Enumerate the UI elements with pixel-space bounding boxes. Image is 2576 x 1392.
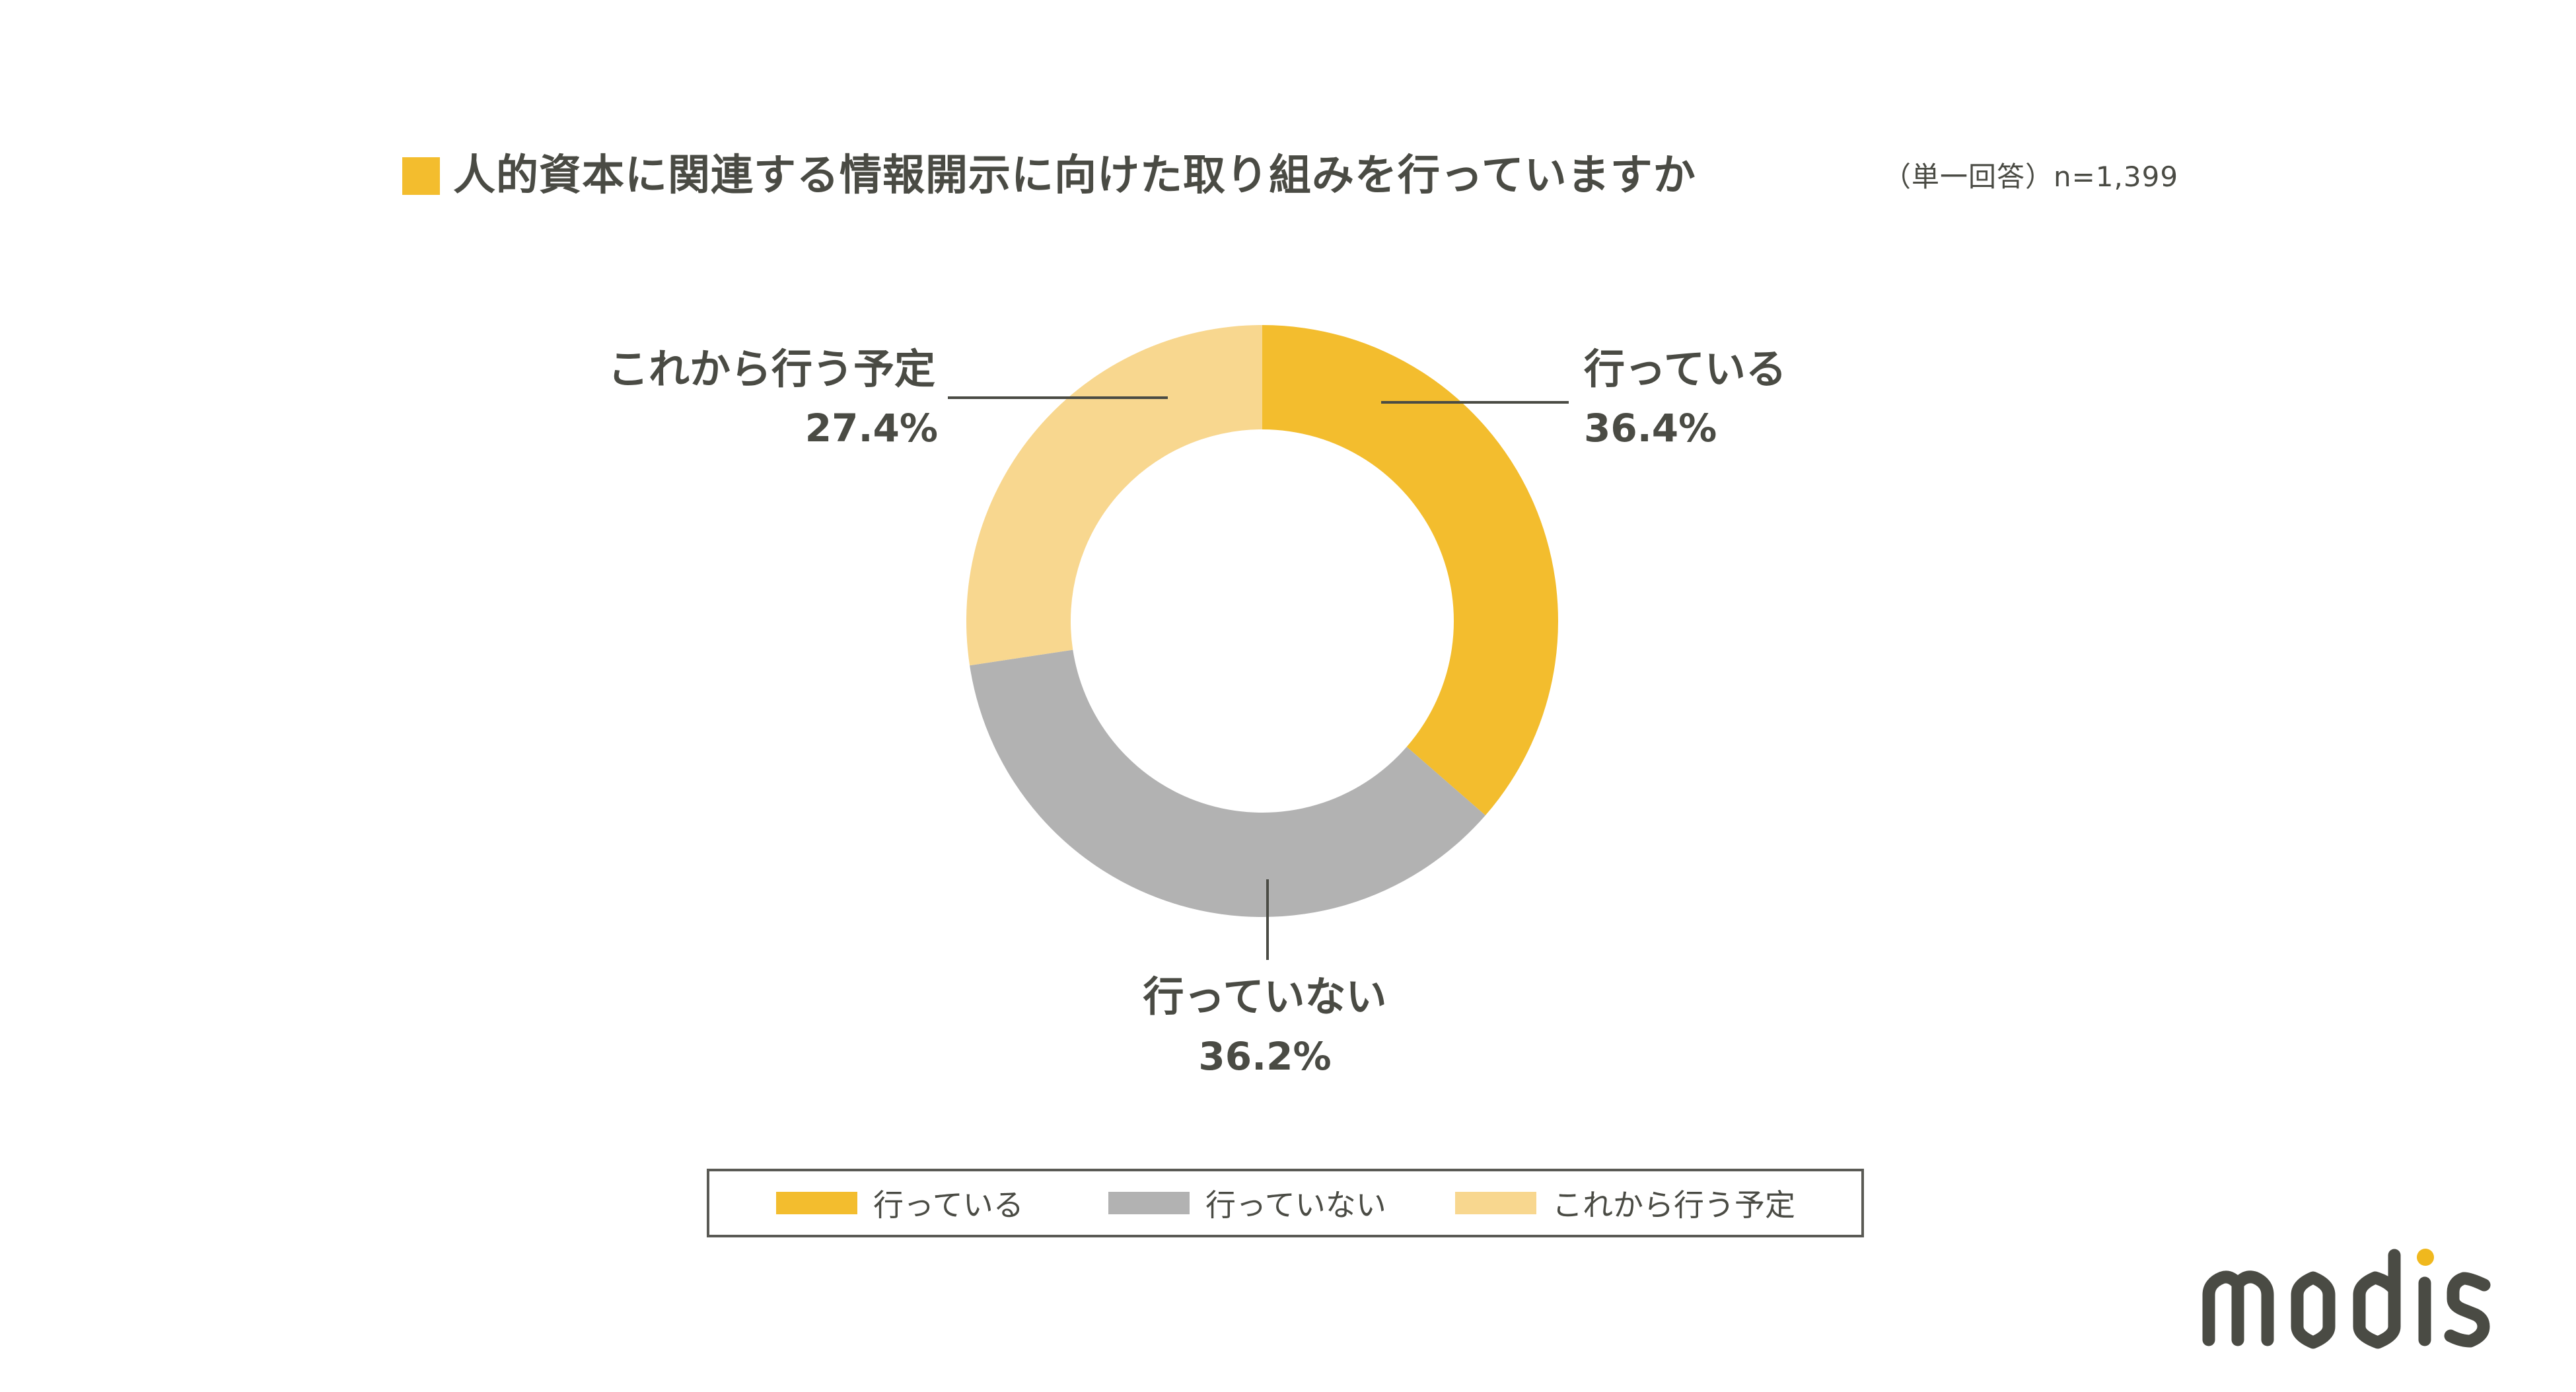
logo-dot-icon — [2417, 1249, 2434, 1266]
legend-swatch-planned — [1455, 1192, 1536, 1214]
donut-segments — [966, 325, 1558, 917]
chart-subtitle: （単一回答）n=1,399 — [1883, 161, 2179, 193]
segment-not-doing — [970, 649, 1485, 917]
legend-item-not-doing: 行っていない — [1108, 1171, 1386, 1235]
segment-planned — [966, 325, 1262, 666]
modis-logo — [2202, 1249, 2491, 1349]
legend-item-planned: これから行う予定 — [1455, 1171, 1795, 1235]
callout-pct-not-doing: 36.2% — [1198, 1034, 1332, 1079]
legend-swatch-not-doing — [1108, 1192, 1190, 1214]
callout-label-planned: これから行う予定 — [607, 345, 935, 393]
legend-label-doing: 行っている — [873, 1187, 1024, 1223]
callout-label-doing: 行っている — [1584, 345, 1787, 393]
callout-pct-doing: 36.4% — [1584, 406, 1717, 451]
segment-doing — [1262, 325, 1558, 816]
callout-label-not-doing: 行っていない — [1143, 972, 1387, 1021]
legend-label-planned: これから行う予定 — [1552, 1187, 1795, 1223]
callout-pct-planned: 27.4% — [805, 406, 938, 451]
title-marker — [402, 157, 440, 195]
legend-label-not-doing: 行っていない — [1205, 1187, 1386, 1223]
legend-swatch-doing — [776, 1192, 857, 1214]
chart-title: 人的資本に関連する情報開示に向けた取り組みを行っていますか — [453, 151, 1696, 200]
legend-item-doing: 行っている — [776, 1171, 1024, 1235]
chart-legend: 行っている 行っていない これから行う予定 — [707, 1169, 1864, 1237]
